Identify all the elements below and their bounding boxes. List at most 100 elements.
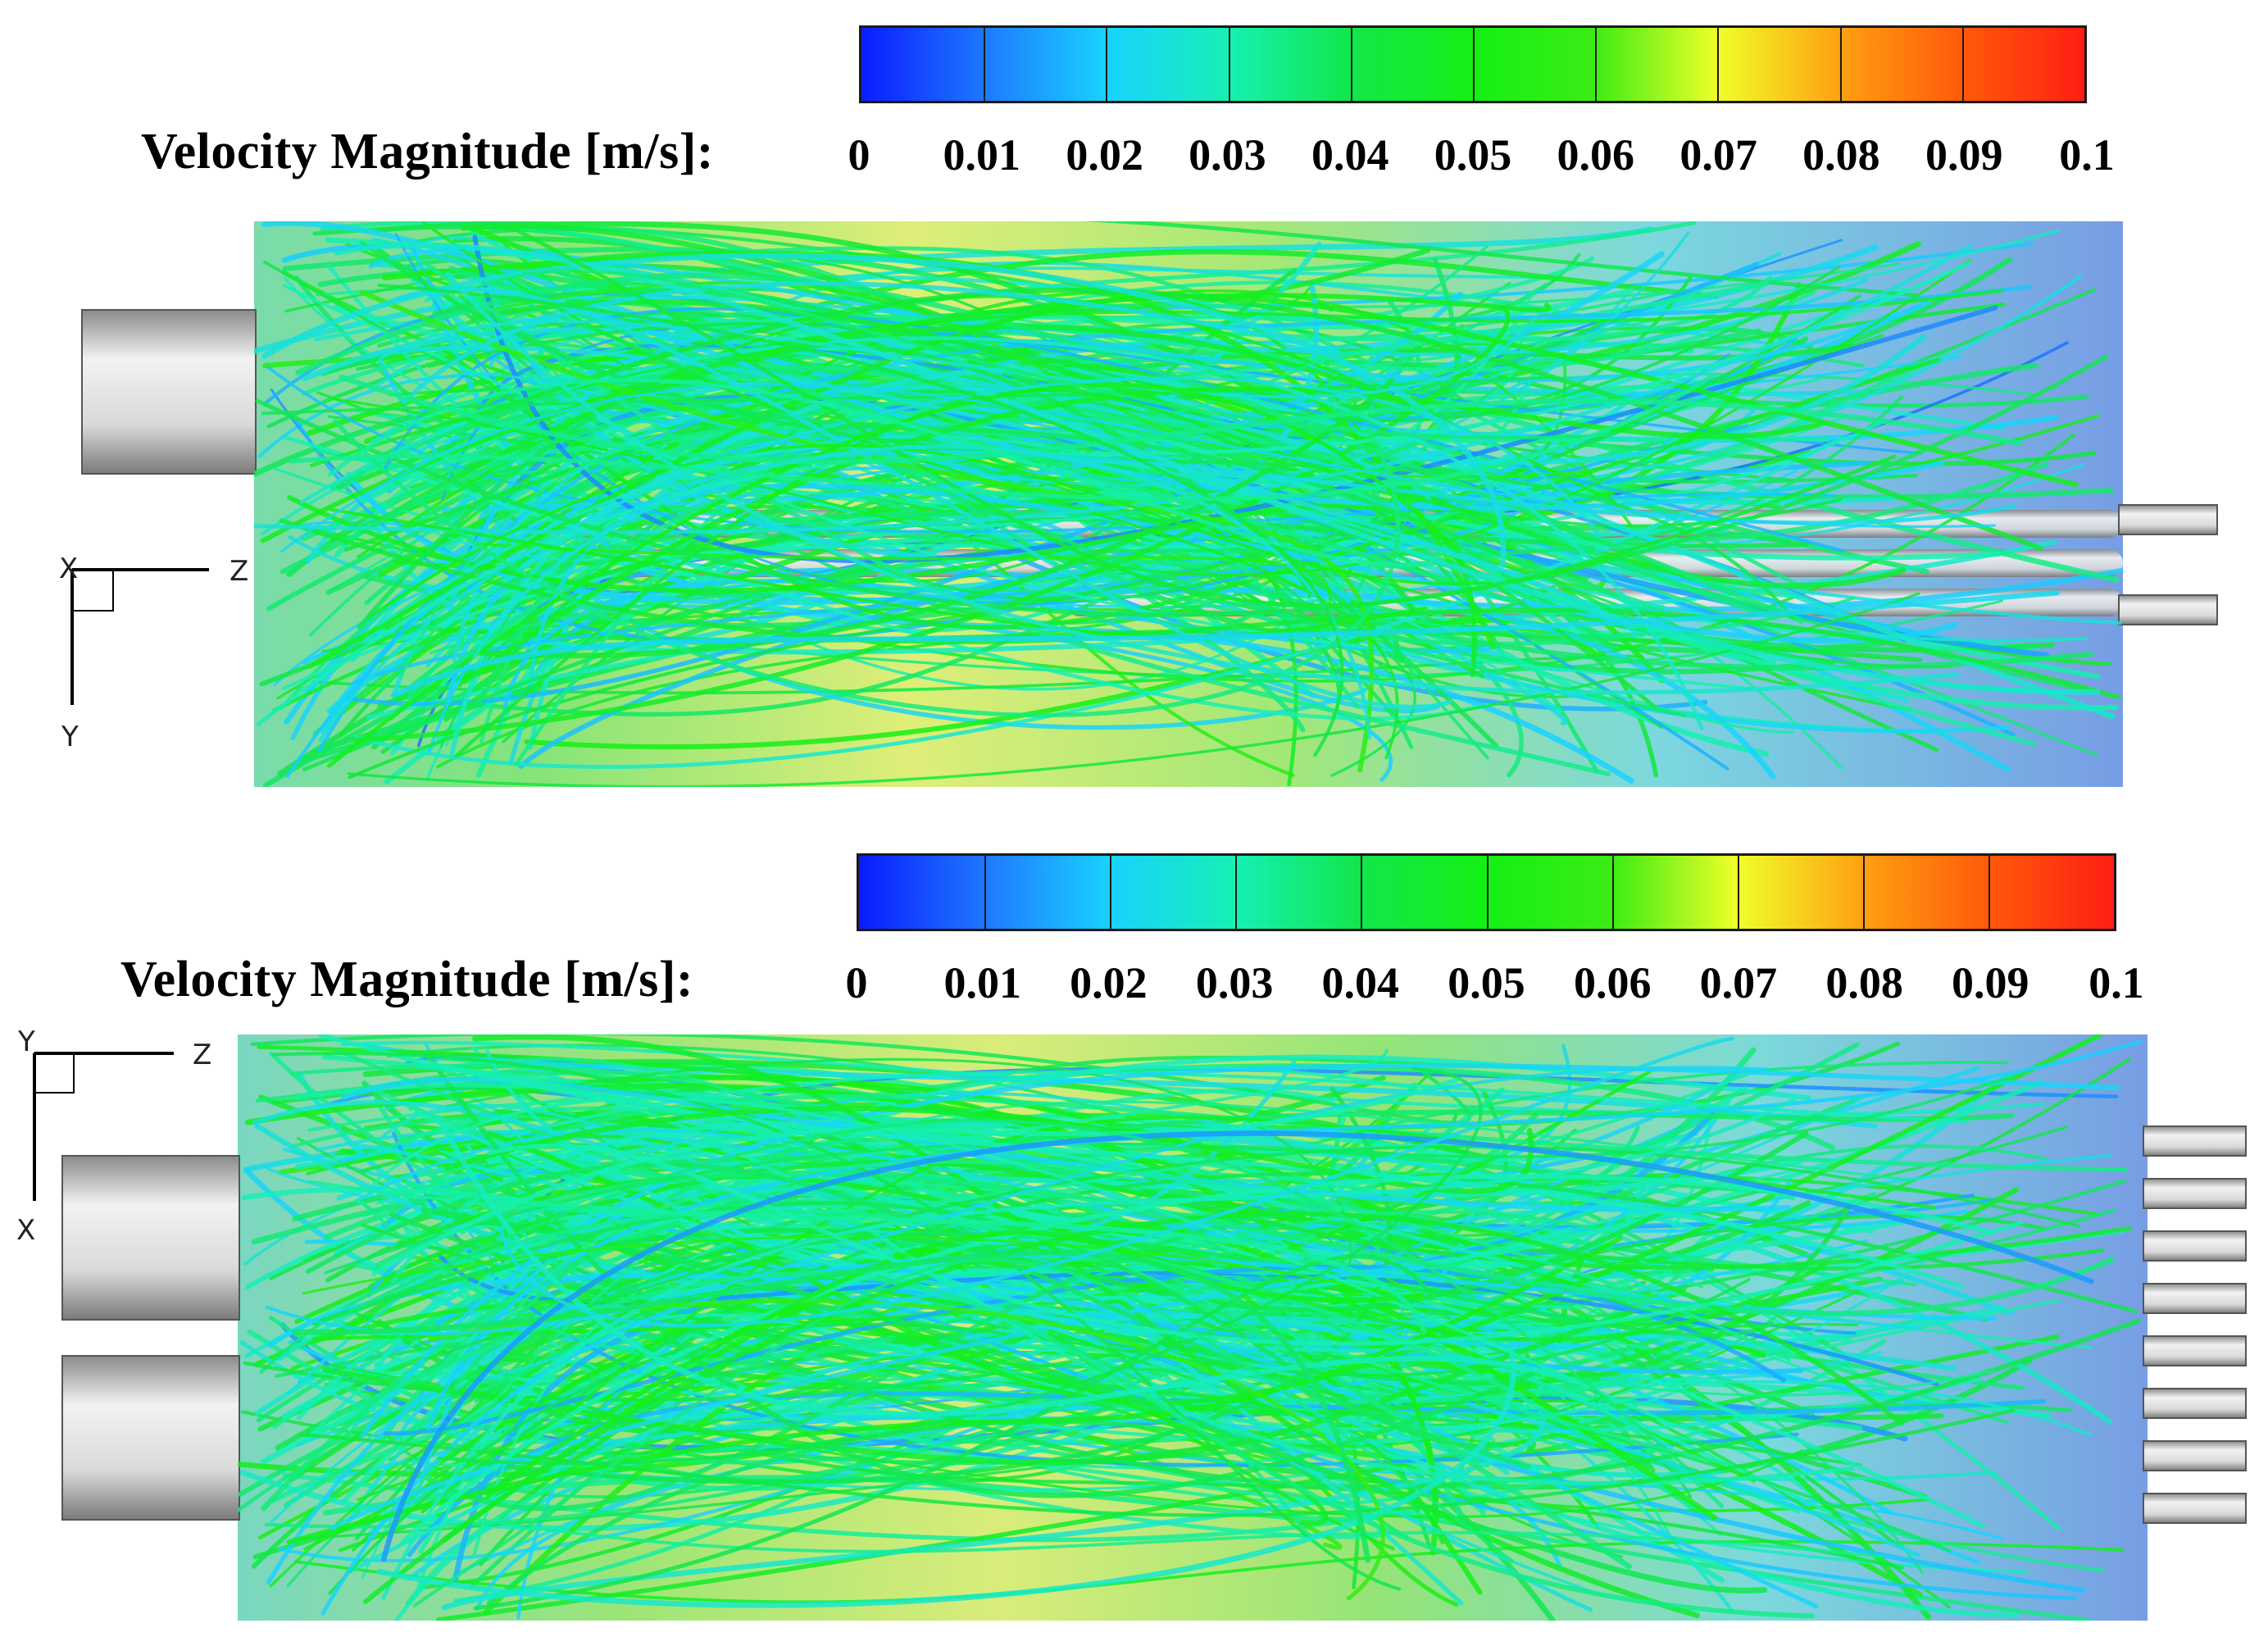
velocity-colorbar xyxy=(859,25,2087,103)
colorbar-tick: 0.1 xyxy=(2088,958,2144,1007)
streamline xyxy=(345,1119,1693,1474)
streamline xyxy=(473,378,1394,659)
streamline-scene-side-view: X Z Y xyxy=(0,205,2268,795)
streamline xyxy=(334,242,2101,695)
outlet-pipe xyxy=(2143,1335,2247,1366)
streamline xyxy=(297,1408,2016,1517)
streamline xyxy=(311,1130,1809,1326)
streamline xyxy=(472,234,1998,564)
colorbar-divider xyxy=(984,856,987,929)
colorbar-title: Velocity Magnitude [m/s]: xyxy=(141,124,715,180)
colorbar-title: Velocity Magnitude [m/s]: xyxy=(120,952,694,1007)
streamlines xyxy=(254,221,2123,787)
colorbar-divider xyxy=(1361,856,1363,929)
streamline xyxy=(279,518,2120,700)
streamline xyxy=(466,287,2043,551)
colorbar-divider xyxy=(1486,856,1489,929)
colorbar-tick: 0 xyxy=(848,130,870,180)
outlet-pipe xyxy=(2118,594,2218,625)
axis-horizontal-label: Z xyxy=(193,1039,211,1071)
streamline-scene-top-view: Y Z X xyxy=(0,1025,2268,1631)
streamline xyxy=(324,1271,1815,1619)
streamline xyxy=(384,307,1845,553)
streamline xyxy=(417,257,1611,777)
streamline xyxy=(343,1306,1904,1570)
streamline xyxy=(301,327,1927,466)
streamlines xyxy=(238,1034,2143,1621)
streamline xyxy=(362,1203,1624,1362)
streamline xyxy=(399,244,1489,678)
axis-triad: X Z Y xyxy=(59,552,248,753)
colorbar-tick: 0.08 xyxy=(1802,130,1880,180)
streamline xyxy=(444,271,1960,695)
streamline xyxy=(485,1230,1425,1498)
colorbar-tick: 0.01 xyxy=(943,958,1021,1007)
streamline xyxy=(371,1078,1459,1276)
colorbar-divider xyxy=(1862,856,1865,929)
outlet-pipe xyxy=(2143,1283,2247,1314)
outlet-pipe xyxy=(2143,1125,2247,1157)
streamline xyxy=(420,1171,2138,1514)
colorbar-tick: 0.06 xyxy=(1573,958,1652,1007)
streamline xyxy=(287,494,1477,678)
streamline-scene-svg: Y Z X xyxy=(16,1025,2247,1621)
streamline xyxy=(471,1034,1701,1619)
streamline xyxy=(289,372,1717,502)
streamline xyxy=(412,1257,1514,1607)
streamline xyxy=(347,592,1920,787)
colorbar-tick: 0.02 xyxy=(1070,958,1148,1007)
streamline xyxy=(451,1232,1775,1398)
streamline xyxy=(265,1066,1769,1335)
outlet-pipe-array xyxy=(2143,1125,2247,1524)
streamline xyxy=(311,1298,1329,1526)
axis-origin-label: X xyxy=(59,552,78,585)
colorbar-tick: 0.02 xyxy=(1066,130,1143,180)
colorbar-divider xyxy=(1839,28,1842,101)
colorbar-tick: 0.09 xyxy=(1925,130,2003,180)
streamline xyxy=(436,1066,1483,1466)
streamline xyxy=(391,1122,1641,1300)
colorbar-tick: 0.03 xyxy=(1189,130,1266,180)
streamline xyxy=(305,1162,1531,1469)
outlet-pipe xyxy=(2143,1440,2247,1471)
colorbar-divider xyxy=(1988,856,1990,929)
streamline xyxy=(317,268,2093,671)
streamline xyxy=(318,1034,1964,1289)
streamline xyxy=(266,366,1836,534)
colorbar-tick: 0.04 xyxy=(1311,130,1389,180)
streamline-scene-svg: X Z Y xyxy=(59,221,2218,787)
colorbar-divider xyxy=(1235,856,1238,929)
colorbar-divider xyxy=(1228,28,1230,101)
streamline xyxy=(389,1212,2141,1489)
streamline xyxy=(372,1097,1675,1426)
colorbar-divider xyxy=(1106,28,1108,101)
streamline xyxy=(498,1036,1734,1328)
colorbar-divider xyxy=(1595,28,1598,101)
streamline xyxy=(381,1098,1797,1600)
colorbar-divider xyxy=(1737,856,1739,929)
streamline xyxy=(505,223,1897,607)
streamline xyxy=(357,343,1499,748)
outlet-pipe xyxy=(2143,1178,2247,1209)
colorbar-divider xyxy=(1611,856,1614,929)
streamline xyxy=(376,1349,1516,1608)
streamline xyxy=(477,376,1618,705)
streamline xyxy=(329,1264,1448,1530)
streamline xyxy=(404,1180,1427,1335)
streamline xyxy=(366,443,1638,620)
streamline xyxy=(380,314,1538,398)
axis-triad: Y Z X xyxy=(16,1025,211,1247)
outlet-pipe xyxy=(2143,1230,2247,1262)
streamline xyxy=(391,590,2060,698)
streamline xyxy=(473,542,1332,637)
streamline xyxy=(377,283,1344,757)
colorbar-tick: 0.05 xyxy=(1448,958,1525,1007)
axis-vertical-label: X xyxy=(16,1214,35,1247)
colorbar-tick: 0.03 xyxy=(1195,958,1274,1007)
streamline xyxy=(475,269,1612,440)
streamline xyxy=(296,1422,1693,1540)
streamline xyxy=(424,1144,2081,1361)
colorbar-divider xyxy=(1350,28,1352,101)
colorbar-tick: 0.1 xyxy=(2059,130,2115,180)
streamline xyxy=(401,281,1340,405)
